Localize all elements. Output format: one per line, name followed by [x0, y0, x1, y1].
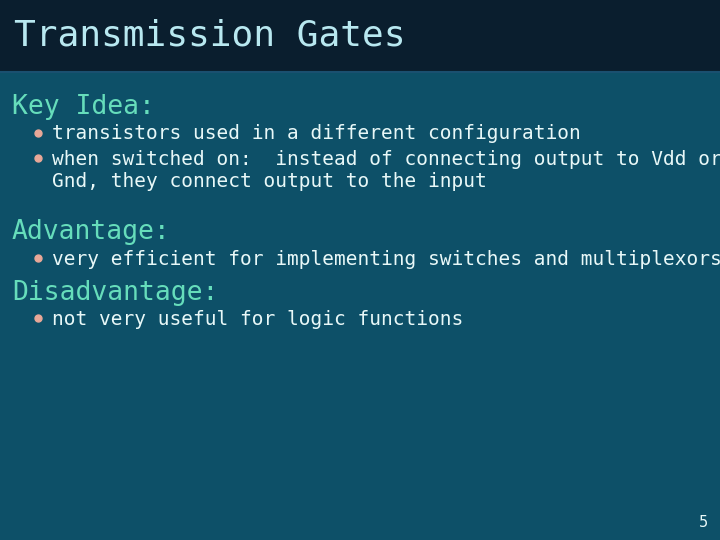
Text: very efficient for implementing switches and multiplexors: very efficient for implementing switches…: [52, 250, 720, 269]
Bar: [0, 0, 720, 72]
Text: Gnd, they connect output to the input: Gnd, they connect output to the input: [52, 172, 487, 191]
Text: Disadvantage:: Disadvantage:: [12, 280, 218, 306]
Text: 5: 5: [699, 515, 708, 530]
Text: not very useful for logic functions: not very useful for logic functions: [52, 310, 463, 329]
Text: when switched on:  instead of connecting output to Vdd or: when switched on: instead of connecting …: [52, 150, 720, 169]
Text: Transmission Gates: Transmission Gates: [14, 19, 405, 53]
Text: transistors used in a different configuration: transistors used in a different configur…: [52, 124, 581, 144]
Text: Advantage:: Advantage:: [12, 219, 171, 246]
Text: Key Idea:: Key Idea:: [12, 94, 155, 120]
